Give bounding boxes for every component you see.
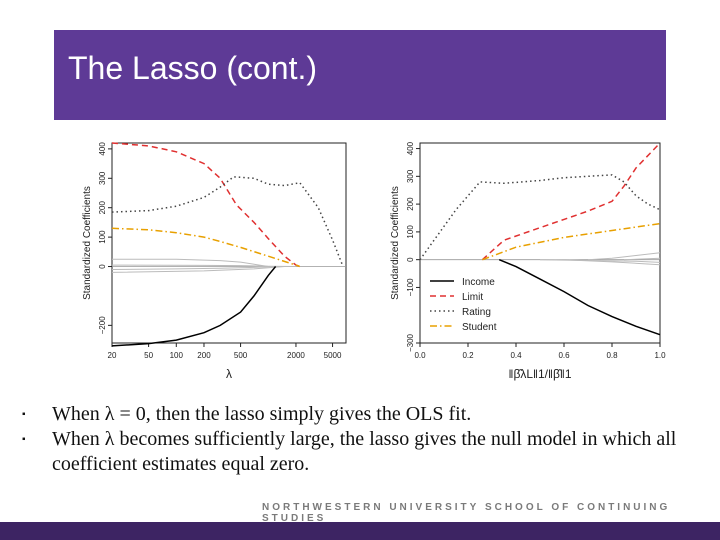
- series-line-other-4: [111, 266, 285, 273]
- legend-label-limit: Limit: [462, 292, 483, 303]
- series-line-other-2: [111, 266, 285, 270]
- x-axis-label: ‖β̂λL‖1/‖β̂‖1: [509, 367, 572, 381]
- bullet-item: ▪ When λ = 0, then the lasso simply give…: [22, 402, 702, 427]
- series-line-limit: [111, 142, 301, 268]
- x-tick-label: 0.4: [510, 351, 522, 360]
- lasso-lambda-chart: 20 50 100 200 500 2000 5000 −200 0 100 200 300 400 St…: [82, 142, 347, 381]
- series-line-limit: [481, 142, 661, 261]
- x-tick-label: 2000: [287, 351, 305, 360]
- series-line-student: [482, 222, 661, 261]
- lasso-norm-ratio-chart: 0.0 0.2 0.4 0.6 0.8 1.0 −300 −100 0 100 200 300 400 S…: [390, 141, 666, 381]
- series-line-other-3: [111, 264, 297, 267]
- title-bar: The Lasso (cont.): [54, 30, 666, 120]
- legend-label-student: Student: [462, 322, 497, 333]
- y-axis-label: Standardized Coefficients: [82, 186, 93, 300]
- plot-frame: [419, 142, 661, 344]
- x-tick-label: 0.8: [606, 351, 618, 360]
- x-tick-label: 0.2: [462, 351, 474, 360]
- bullet-marker: ▪: [22, 409, 26, 420]
- y-tick-label: 100: [98, 230, 107, 244]
- x-tick-label: 5000: [324, 351, 342, 360]
- y-tick-label: 0: [98, 264, 107, 269]
- footer-bar: [0, 522, 720, 540]
- x-tick-label: 1.0: [654, 351, 666, 360]
- x-tick-label: 20: [108, 351, 117, 360]
- series-line-other-1: [112, 258, 269, 267]
- legend-label-rating: Rating: [462, 307, 491, 318]
- y-axis-label: Standardized Coefficients: [390, 186, 401, 300]
- bullet-list: ▪ When λ = 0, then the lasso simply give…: [22, 402, 702, 477]
- y-tick-label: −200: [98, 316, 107, 335]
- y-tick-label: −300: [406, 333, 415, 352]
- bullet-marker: ▪: [22, 434, 26, 445]
- series-line-income: [498, 259, 661, 336]
- footer-institution: NORTHWESTERN UNIVERSITY SCHOOL OF CONTIN…: [262, 502, 671, 524]
- bullet-text: When λ = 0, then the lasso simply gives …: [52, 403, 472, 425]
- series-line-income: [111, 266, 277, 347]
- series-line-student: [111, 227, 301, 268]
- y-tick-label: 400: [98, 142, 107, 156]
- x-tick-label: 0.0: [414, 351, 426, 360]
- y-tick-label: 200: [406, 197, 415, 211]
- x-tick-label: 0.6: [558, 351, 570, 360]
- y-tick-label: 0: [406, 257, 415, 262]
- plot-frame: [111, 142, 347, 344]
- bullet-text: When λ becomes sufficiently large, the l…: [52, 428, 677, 475]
- bullet-item: ▪ When λ becomes sufficiently large, the…: [22, 427, 702, 477]
- legend-label-income: Income: [462, 277, 495, 288]
- y-tick-label: 400: [406, 141, 415, 155]
- x-tick-label: 100: [170, 351, 184, 360]
- series-line-rating: [419, 174, 661, 261]
- y-tick-label: 300: [406, 169, 415, 183]
- x-tick-label: 200: [197, 351, 211, 360]
- series-line-other-3: [623, 257, 661, 261]
- y-tick-label: 200: [98, 200, 107, 214]
- x-tick-label: 500: [234, 351, 248, 360]
- slide-title: The Lasso (cont.): [68, 50, 317, 86]
- y-tick-label: 300: [98, 171, 107, 185]
- y-tick-label: −100: [406, 278, 415, 297]
- series-line-other-1: [587, 252, 661, 261]
- series-line-other-4: [563, 259, 661, 266]
- x-axis-label: λ: [226, 367, 232, 381]
- x-tick-label: 50: [144, 351, 153, 360]
- y-tick-label: 100: [406, 225, 415, 239]
